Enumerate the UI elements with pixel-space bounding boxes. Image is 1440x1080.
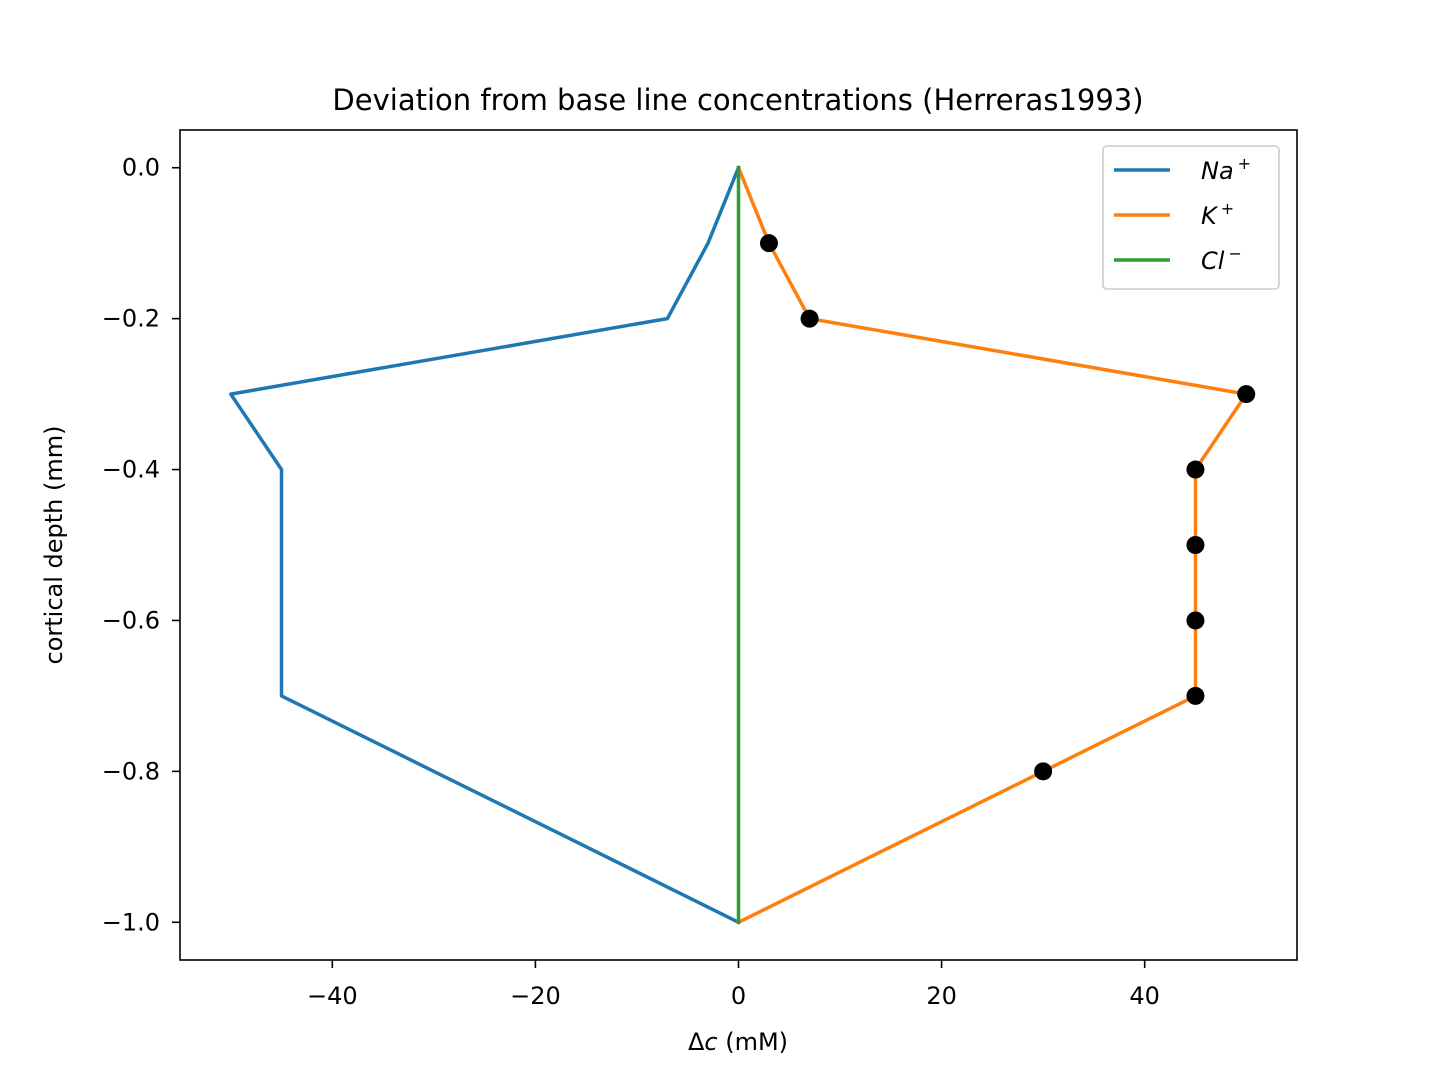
- legend: Na + K + Cl −: [1102, 145, 1280, 290]
- legend-label-cl: Cl −: [1201, 244, 1242, 275]
- data-marker: [800, 309, 819, 328]
- x-axis-label-unit: (mM): [718, 1028, 788, 1056]
- legend-label-k: K +: [1201, 199, 1234, 230]
- x-tick-label: 0: [731, 982, 746, 1010]
- x-tick-label: 20: [926, 982, 957, 1010]
- y-tick-label: −0.8: [102, 757, 160, 785]
- data-marker: [759, 234, 778, 253]
- series-line-na: [229, 165, 741, 925]
- x-tick-label: 40: [1129, 982, 1160, 1010]
- y-axis-label: cortical depth (mm): [40, 426, 68, 665]
- legend-label-na: Na +: [1201, 154, 1251, 185]
- y-axis: 0.0 −0.2 −0.4 −0.6 −0.8 −1.0: [102, 154, 180, 936]
- x-axis-label-prefix: Δ: [688, 1028, 705, 1056]
- plot-series-group: [229, 165, 1248, 925]
- data-marker: [1186, 460, 1205, 479]
- data-marker: [1186, 611, 1205, 630]
- legend-box: [1102, 145, 1280, 290]
- x-axis-label: Δc (mM): [688, 1028, 788, 1056]
- x-axis-label-variable: c: [704, 1028, 717, 1056]
- x-tick-label: −40: [307, 982, 358, 1010]
- data-marker: [1186, 536, 1205, 554]
- y-tick-label: −0.4: [102, 456, 160, 484]
- y-tick-label: −0.2: [102, 305, 160, 333]
- data-marker: [1186, 686, 1205, 705]
- plot-markers-group: [759, 234, 1256, 781]
- y-tick-label: −0.6: [102, 606, 160, 634]
- y-tick-label: −1.0: [102, 908, 160, 936]
- y-tick-label: 0.0: [122, 154, 160, 182]
- chart-title: Deviation from base line concentrations …: [332, 83, 1143, 117]
- x-axis: −40 −20 0 20 40: [307, 960, 1160, 1010]
- x-tick-label: −20: [510, 982, 561, 1010]
- data-marker: [1237, 385, 1256, 404]
- data-marker: [1034, 762, 1053, 781]
